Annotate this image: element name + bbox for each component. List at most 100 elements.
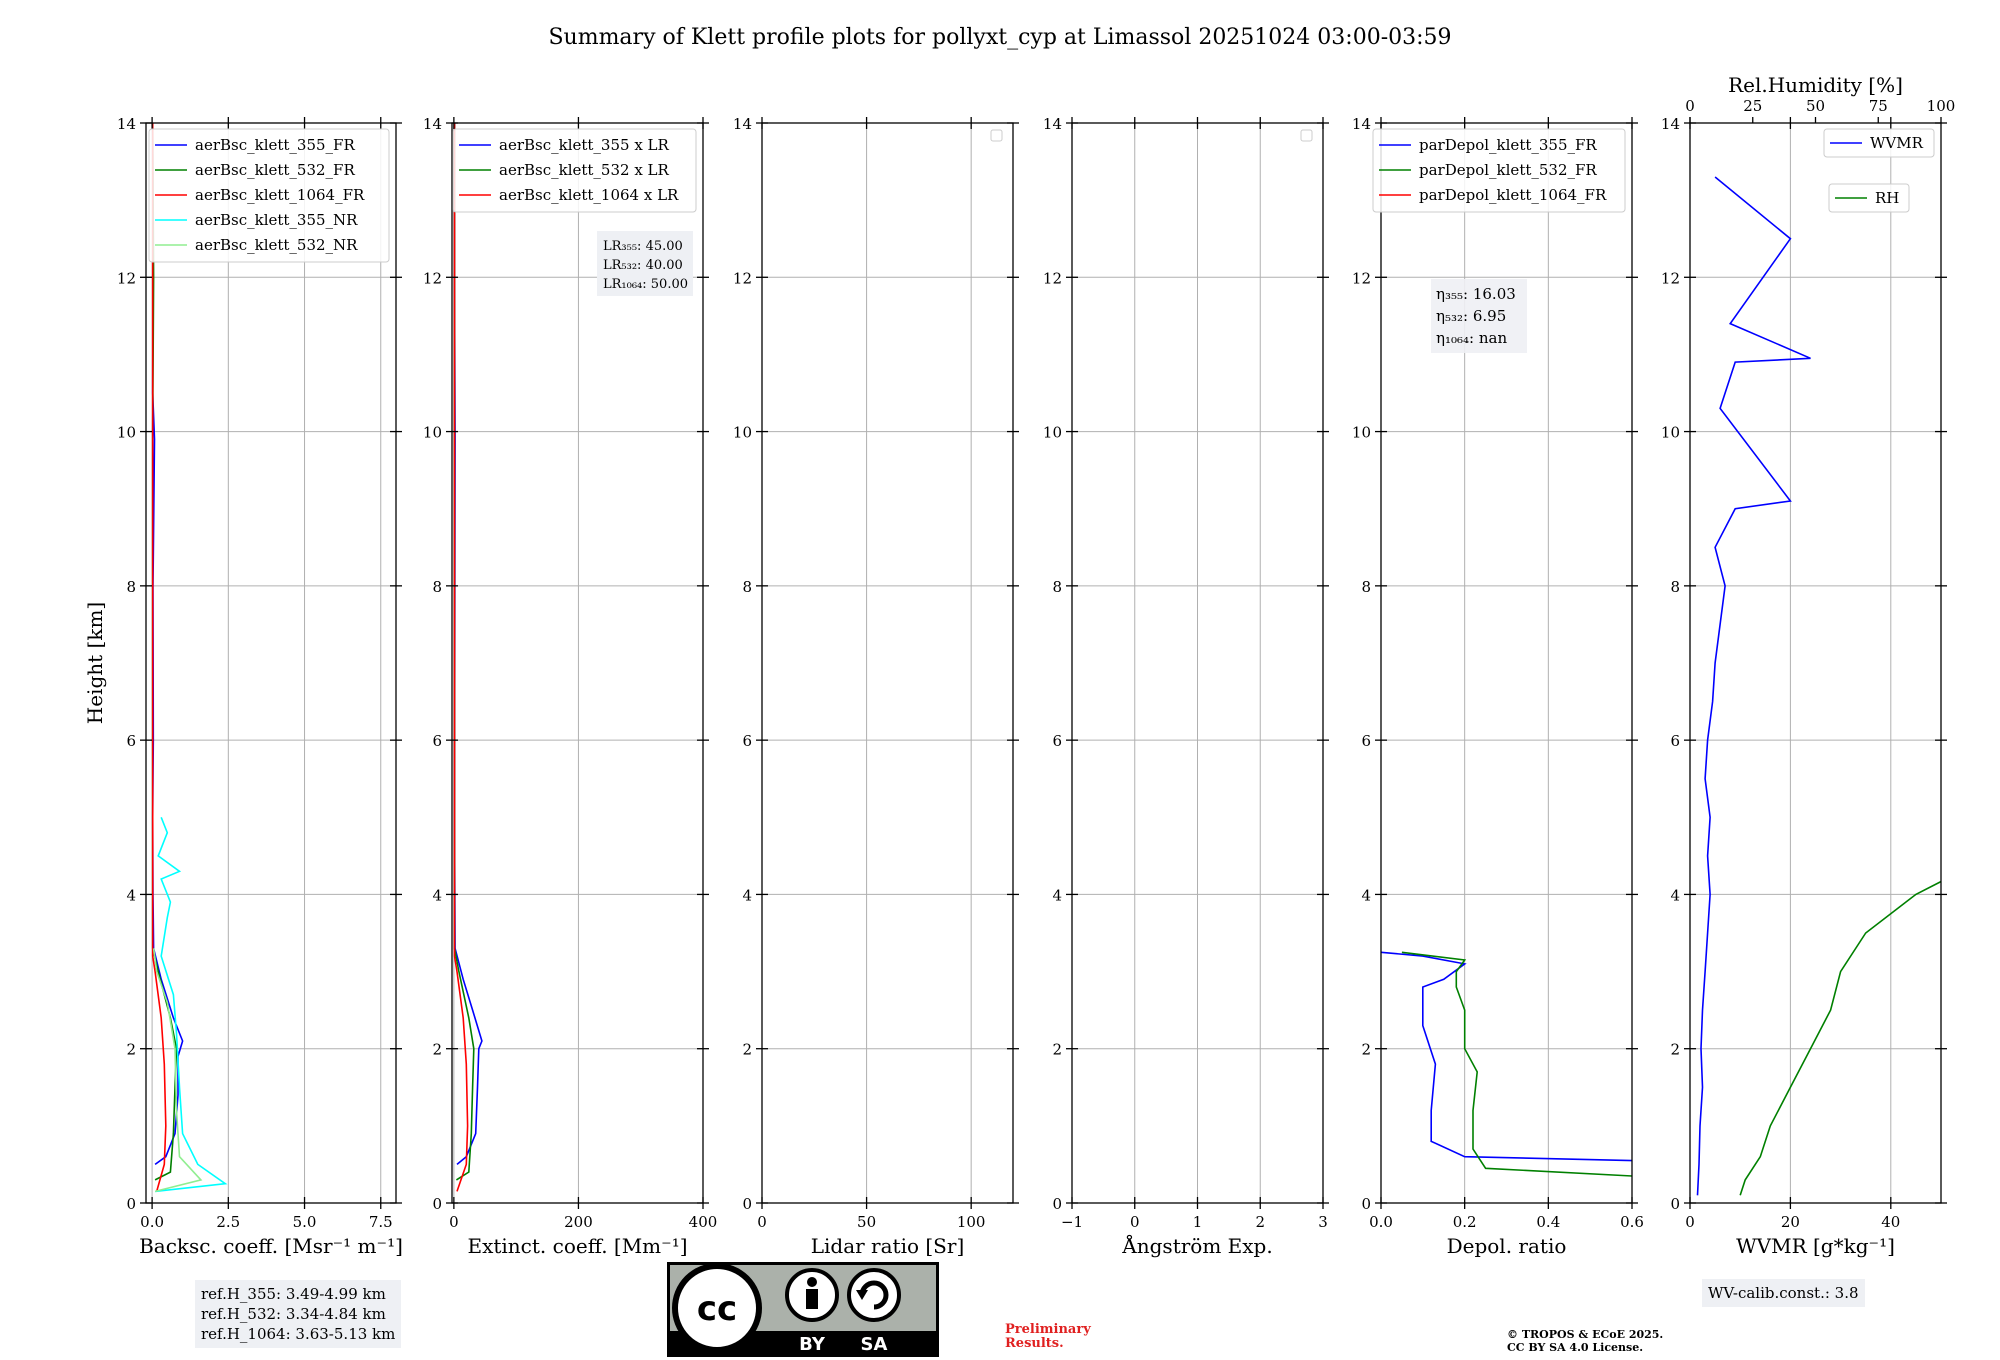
secondary-x-tick-label: 75 [1869, 97, 1888, 115]
panel-backscatter: 024681012140.0 2.5 5.0 7.5Backsc. coeff. [M… [83, 115, 403, 1258]
y-axis-label: Height [km] [83, 602, 107, 724]
legend-label: aerBsc_klett_1064 x LR [499, 186, 679, 204]
preliminary-note: Preliminary Results. [1005, 1323, 1091, 1351]
y-tick-label: 6 [742, 732, 752, 750]
legend-label: RH [1875, 189, 1899, 207]
y-tick-label: 12 [1661, 269, 1680, 287]
x-axis-label: Depol. ratio [1447, 1234, 1567, 1258]
lidar-ratio-annotation-line: LR₃₅₅: 45.00 [603, 239, 683, 254]
wv-calib-box: WV-calib.const.: 3.8 [1702, 1279, 1865, 1307]
y-tick-label: 6 [1361, 732, 1371, 750]
y-tick-label: 8 [1361, 578, 1371, 596]
panel-wvmr_rh: 0 2 4 6 8 10 12 14 0 20 40 WVMR [g*kg⁻¹] 0 25 50 75 100 R… [1661, 73, 2000, 1258]
secondary-x-tick-label: 50 [1806, 97, 1825, 115]
y-tick-label: 12 [117, 269, 136, 287]
legend-label: WVMR [1870, 134, 1924, 152]
legend-label: aerBsc_klett_532_NR [195, 236, 358, 254]
y-tick-label: 8 [432, 578, 442, 596]
axes-frame [762, 123, 1013, 1203]
x-axis-label: Backsc. coeff. [Msr⁻¹ m⁻¹] [139, 1234, 403, 1258]
x-tick-label: 3 [1318, 1213, 1328, 1231]
copyright-note: © TROPOS & ECoE 2025. CC BY SA 4.0 Licen… [1507, 1328, 1663, 1354]
y-tick-label: 14 [1352, 115, 1371, 133]
y-tick-label: 10 [1661, 424, 1680, 442]
y-tick-label: 14 [117, 115, 136, 133]
y-tick-label: 4 [1052, 886, 1062, 904]
legend-label: parDepol_klett_355_FR [1419, 136, 1597, 154]
series-line-aerbsc-klett-1064-x-lr [455, 123, 468, 1191]
x-tick-label: 0.6 [1620, 1213, 1644, 1231]
x-tick-label: 40 [1881, 1213, 1900, 1231]
cc-by-sa-badge: cc BY SA [667, 1262, 939, 1357]
copyright-line-1: © TROPOS & ECoE 2025. [1507, 1328, 1663, 1341]
y-tick-label: 10 [117, 424, 136, 442]
x-tick-label: 0.2 [1453, 1213, 1477, 1231]
y-tick-label: 12 [1043, 269, 1062, 287]
series-line-aerbsc-klett-355-x-lr [455, 123, 482, 1164]
y-tick-label: 4 [742, 886, 752, 904]
figure-title: Summary of Klett profile plots for polly… [548, 25, 1451, 50]
ref-height-532: ref.H_532: 3.34-4.84 km [201, 1304, 395, 1324]
y-tick-label: 2 [1670, 1041, 1680, 1059]
y-tick-label: 12 [423, 269, 442, 287]
x-tick-label: −1 [1061, 1213, 1083, 1231]
y-tick-label: 4 [432, 886, 442, 904]
x-tick-label: 0.4 [1536, 1213, 1560, 1231]
y-tick-label: 2 [1361, 1041, 1371, 1059]
series-line-rh [1740, 536, 2000, 1196]
x-tick-label: 7.5 [369, 1213, 393, 1231]
x-tick-label: 200 [564, 1213, 593, 1231]
legend-label: aerBsc_klett_355_FR [195, 136, 355, 154]
badge-by-label: BY [799, 1334, 826, 1355]
y-tick-label: 14 [423, 115, 442, 133]
series-line-pardepol-klett-532-fr [1402, 952, 1632, 1176]
eta-annotation-line: η₅₃₂: 6.95 [1436, 307, 1506, 325]
legend-label: parDepol_klett_1064_FR [1419, 186, 1607, 204]
axes-frame [146, 123, 396, 1203]
y-tick-label: 2 [742, 1041, 752, 1059]
x-tick-label: 2 [1255, 1213, 1265, 1231]
x-axis-label: Extinct. coeff. [Mm⁻¹] [467, 1234, 687, 1258]
y-tick-label: 4 [1361, 886, 1371, 904]
x-axis-label: Ångström Exp. [1121, 1233, 1272, 1258]
y-tick-label: 0 [126, 1195, 136, 1213]
cc-logo-text: cc [697, 1289, 737, 1329]
empty-legend-box [991, 130, 1002, 141]
x-tick-label: 400 [689, 1213, 718, 1231]
x-tick-label: 0 [1130, 1213, 1140, 1231]
x-tick-label: 1 [1193, 1213, 1203, 1231]
series-line-aerbsc-klett-532-fr [153, 123, 177, 1180]
figure-canvas: Summary of Klett profile plots for polly… [0, 0, 2000, 1360]
y-tick-label: 10 [1043, 424, 1062, 442]
y-tick-label: 0 [742, 1195, 752, 1213]
lidar-ratio-annotation-line: LR₅₃₂: 40.00 [603, 258, 683, 273]
panel-depol: 0 2 4 6 8 10 12 14 0.0 0.2 0.4 0.6 Depol. ratio parDe… [1352, 115, 1644, 1258]
x-tick-label: 50 [857, 1213, 876, 1231]
secondary-x-axis-label: Rel.Humidity [%] [1728, 73, 1903, 97]
legend-label: aerBsc_klett_1064_FR [195, 186, 365, 204]
x-tick-label: 0 [1685, 1213, 1695, 1231]
y-tick-label: 0 [1052, 1195, 1062, 1213]
y-tick-label: 10 [1352, 424, 1371, 442]
y-tick-label: 14 [1661, 115, 1680, 133]
x-tick-label: 0.0 [140, 1213, 164, 1231]
y-tick-label: 6 [1670, 732, 1680, 750]
axes-frame [1690, 123, 1941, 1203]
x-axis-label: WVMR [g*kg⁻¹] [1736, 1234, 1895, 1258]
x-tick-label: 5.0 [293, 1213, 317, 1231]
x-tick-label: 2.5 [216, 1213, 240, 1231]
secondary-x-tick-label: 25 [1743, 97, 1762, 115]
eta-annotation-line: η₃₅₅: 16.03 [1436, 285, 1516, 303]
lidar-ratio-annotation-line: LR₁₀₆₄: 50.00 [603, 277, 688, 292]
wv-calib-const: WV-calib.const.: 3.8 [1708, 1283, 1859, 1303]
eta-annotation-line: η₁₀₆₄: nan [1436, 329, 1507, 347]
y-tick-label: 0 [1361, 1195, 1371, 1213]
x-tick-label: 100 [957, 1213, 986, 1231]
legend-label: aerBsc_klett_532_FR [195, 161, 355, 179]
badge-sa-label: SA [861, 1334, 888, 1355]
y-tick-label: 8 [1670, 578, 1680, 596]
y-tick-label: 8 [742, 578, 752, 596]
y-tick-label: 10 [733, 424, 752, 442]
